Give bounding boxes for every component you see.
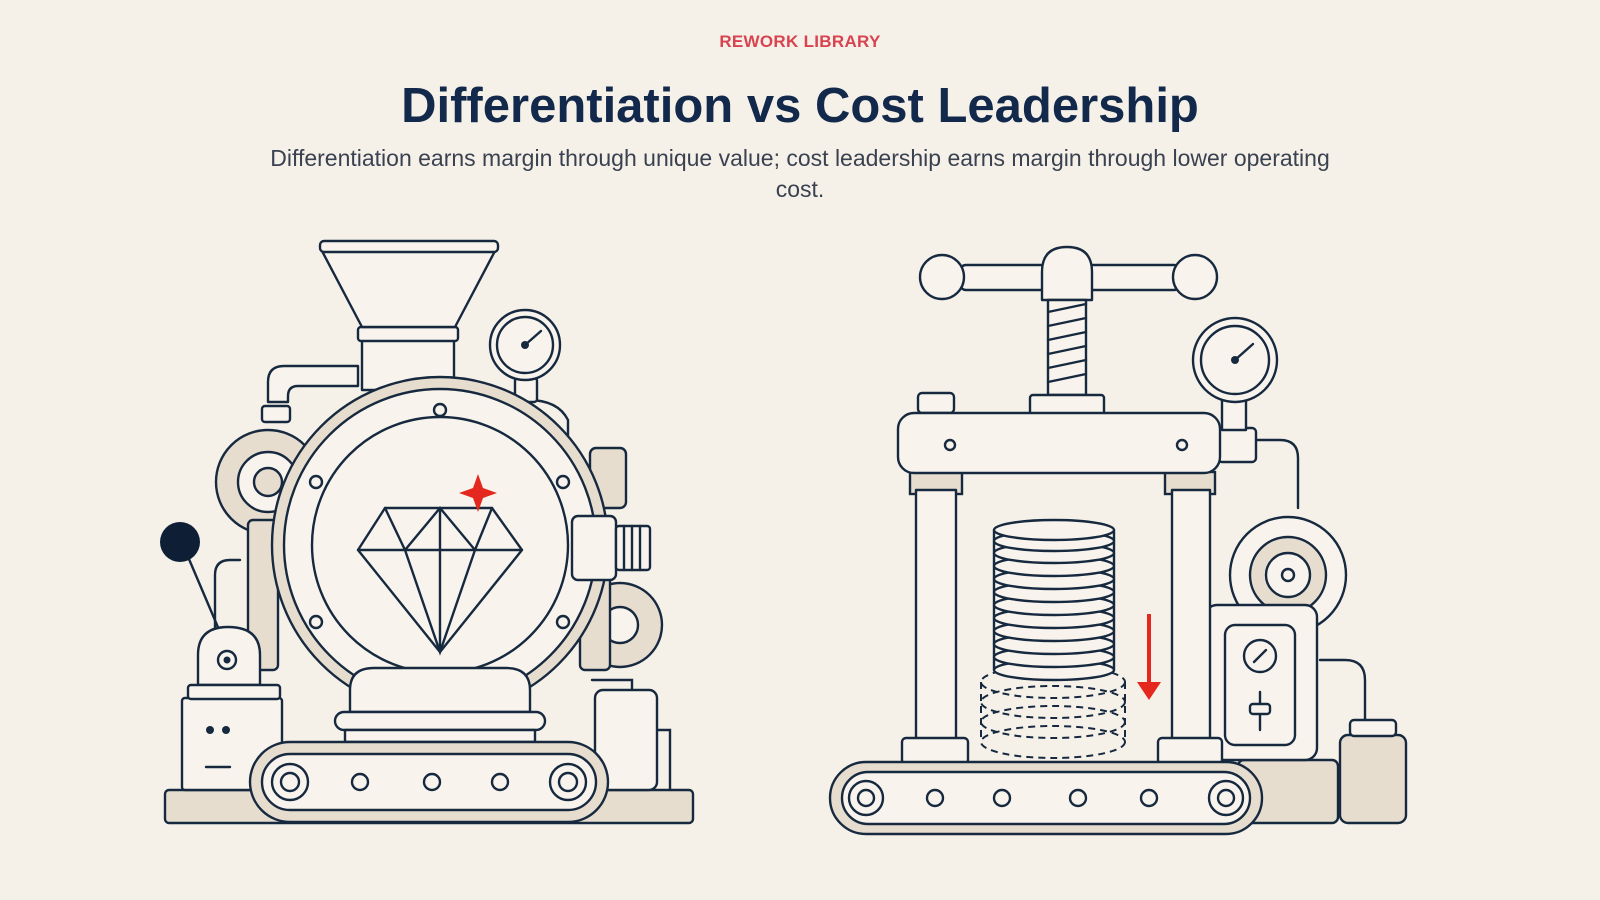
differentiation-machine <box>160 239 695 825</box>
eyebrow: REWORK LIBRARY <box>719 32 881 51</box>
subtitle: Differentiation earns margin through uni… <box>270 145 1330 202</box>
title: Differentiation vs Cost Leadership <box>401 79 1199 133</box>
cost-leadership-machine <box>828 245 1408 836</box>
